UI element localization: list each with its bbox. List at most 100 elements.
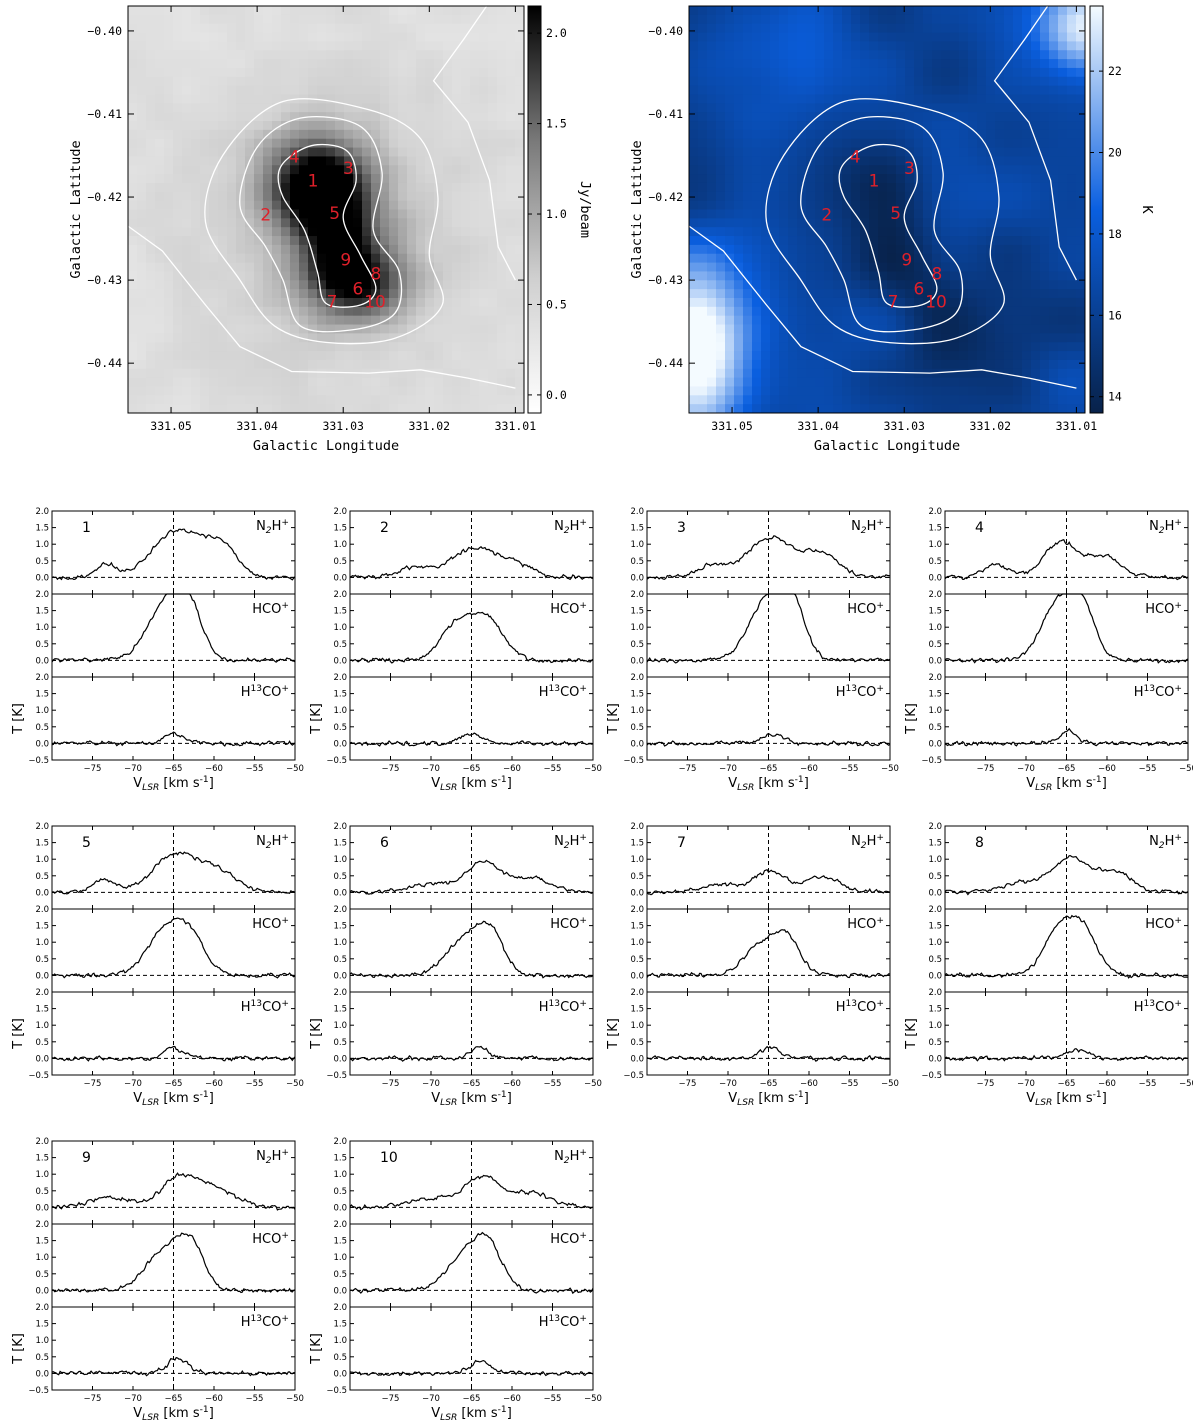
y-tick-label: 0.5	[35, 1270, 49, 1280]
subpanel-hco: 0.0 0.5 1.0 1.5 2.0 HCO+​	[333, 1220, 594, 1308]
y-tick-label: 2.0	[35, 905, 49, 915]
molecule-label: H13​CO+​	[836, 999, 884, 1015]
y-tick-label: 1.5	[35, 1154, 49, 1164]
y-tick-label: 2.0	[928, 905, 942, 915]
x-tick-label: −70	[1017, 1079, 1035, 1089]
x-axis-label: VLSR​ [km s-1​]	[728, 1090, 809, 1108]
y-tick-label: 1.5	[630, 839, 644, 849]
x-tick-label: −70	[422, 1079, 440, 1089]
spectrum-line	[944, 914, 1189, 979]
y-tick-label: 1.0	[928, 623, 942, 633]
molecule-label: N2​H+​	[256, 518, 289, 536]
y-tick-label: 0.0	[35, 573, 49, 583]
x-tick-label: −75	[977, 764, 995, 774]
x-tick-label: −75	[679, 764, 697, 774]
x-tick-label: −75	[84, 764, 102, 774]
y-tick-label: 0.0	[333, 1369, 347, 1379]
y-tick-label: 2.0	[35, 590, 49, 600]
x-tick-label: −75	[84, 1079, 102, 1089]
x-axis-label: Galactic Longitude	[814, 438, 960, 454]
y-tick-label: 2.0	[630, 590, 644, 600]
y-tick-label: 0.5	[928, 1038, 942, 1048]
x-axis-label: VLSR​ [km s-1​]	[133, 1405, 214, 1423]
position-label-7: 7	[327, 293, 338, 313]
molecule-label: H13​CO+​	[539, 1314, 587, 1330]
y-tick-label: 0.5	[630, 872, 644, 882]
colorbar-label: K	[1139, 205, 1155, 214]
y-tick-label: 1.5	[333, 922, 347, 932]
contour-level-1	[838, 143, 938, 308]
x-tick-label: −50	[584, 1394, 602, 1404]
y-tick-label: 1.0	[333, 540, 347, 550]
y-axis-label: T [K]	[309, 1018, 324, 1050]
subpanel-h13co: −0.5 0.0 0.5 1.0 1.5 2.0 H13​CO+​	[28, 1303, 296, 1396]
y-tick-label: 1.0	[630, 540, 644, 550]
subpanel-n2h: 0.0 0.5 1.0 1.5 2.0 N2​H+​ 5	[35, 822, 296, 910]
colorbar-tick-label: 20	[1108, 146, 1122, 160]
y-tick-label: 1.0	[630, 855, 644, 865]
y-tick-label: 2.0	[333, 988, 347, 998]
y-tick-label: 2.0	[630, 988, 644, 998]
x-tick-label: −55	[544, 1079, 562, 1089]
y-tick-label: 2.0	[630, 673, 644, 683]
position-label-6: 6	[352, 279, 363, 299]
y-axis-label: T [K]	[904, 1018, 919, 1050]
colorbar-temperature: 14 16 18 20 22 K	[1089, 5, 1155, 414]
position-number: 2	[380, 520, 389, 536]
spectra-panel-4: 0.0 0.5 1.0 1.5 2.0 N2​H+​ 4 0.0 0.5 1.0 1.5 2.0 HCO…	[904, 507, 1193, 793]
y-tick-label: −0.40	[648, 24, 683, 38]
y-tick-label: 1.0	[35, 1021, 49, 1031]
y-tick-label: 0.0	[928, 739, 942, 749]
x-tick-label: −60	[205, 1394, 223, 1404]
y-tick-label: 0.0	[333, 888, 347, 898]
y-tick-label: 1.5	[35, 1005, 49, 1015]
y-tick-label: 2.0	[630, 905, 644, 915]
x-tick-label: 331.04	[236, 419, 278, 433]
molecule-label: HCO+​	[550, 916, 587, 932]
position-label-3: 3	[343, 159, 354, 179]
subpanel-h13co: −0.5 0.0 0.5 1.0 1.5 2.0 H13​CO+​	[623, 988, 891, 1081]
map-frame	[127, 5, 525, 414]
x-tick-label: −55	[246, 1394, 264, 1404]
x-axis-label: VLSR​ [km s-1​]	[133, 775, 214, 793]
y-tick-label: 0.0	[630, 739, 644, 749]
y-tick-label: 2.0	[35, 1220, 49, 1230]
y-tick-label: 0.5	[333, 1353, 347, 1363]
spectrum-line	[646, 1045, 891, 1062]
x-tick-label: −55	[246, 1079, 264, 1089]
y-tick-label: −0.5	[921, 1071, 942, 1081]
x-tick-label: −50	[584, 764, 602, 774]
molecule-label: N2​H+​	[1149, 833, 1182, 851]
spectrum-line	[646, 868, 891, 896]
x-tick-label: −70	[719, 764, 737, 774]
molecule-label: HCO+​	[847, 601, 884, 617]
x-tick-label: −70	[719, 1079, 737, 1089]
y-tick-label: 1.0	[630, 706, 644, 716]
y-tick-label: 0.0	[35, 1369, 49, 1379]
x-tick-label: 331.02	[970, 419, 1012, 433]
y-tick-label: 1.5	[35, 1237, 49, 1247]
x-axis-label: VLSR​ [km s-1​]	[1026, 1090, 1107, 1108]
y-tick-label: 0.5	[928, 955, 942, 965]
x-tick-label: −75	[679, 1079, 697, 1089]
y-tick-label: 1.0	[928, 855, 942, 865]
y-tick-label: 1.0	[630, 623, 644, 633]
y-tick-label: 0.0	[35, 1054, 49, 1064]
x-tick-label: 331.05	[150, 419, 192, 433]
position-number: 8	[975, 835, 984, 851]
x-tick-label: −70	[124, 1079, 142, 1089]
molecule-label: N2​H+​	[256, 1148, 289, 1166]
x-tick-label: −60	[503, 1394, 521, 1404]
y-tick-label: 1.5	[928, 690, 942, 700]
spectrum-line	[349, 546, 594, 581]
x-tick-label: −55	[544, 764, 562, 774]
y-tick-label: 1.0	[630, 938, 644, 948]
y-tick-label: −0.5	[28, 756, 49, 766]
y-tick-label: 1.5	[333, 839, 347, 849]
x-tick-label: −70	[124, 1394, 142, 1404]
x-tick-label: −60	[800, 1079, 818, 1089]
x-tick-label: −65	[165, 764, 183, 774]
y-tick-label: 1.5	[35, 1320, 49, 1330]
y-tick-label: 1.5	[630, 607, 644, 617]
